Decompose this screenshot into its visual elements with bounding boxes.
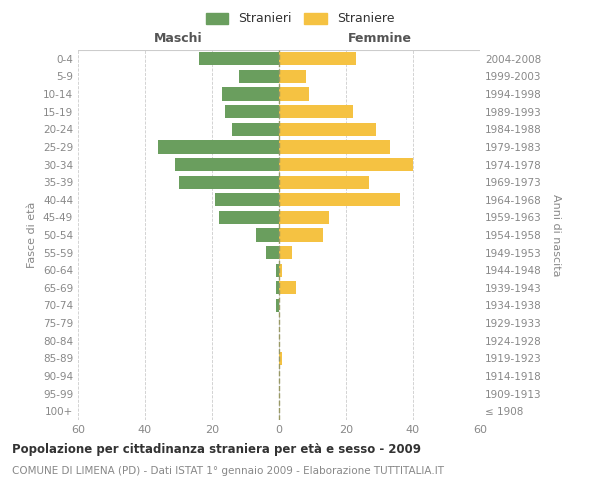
Bar (218, 211, 279, 224)
Bar (279, 105, 353, 118)
Bar (215, 193, 279, 206)
Bar (275, 264, 279, 277)
Bar (226, 105, 279, 118)
Bar (232, 122, 279, 136)
Bar (199, 52, 279, 66)
Bar (279, 70, 306, 83)
Text: Popolazione per cittadinanza straniera per età e sesso - 2009: Popolazione per cittadinanza straniera p… (12, 442, 421, 456)
Bar (279, 352, 283, 365)
Text: Femmine: Femmine (347, 32, 412, 44)
Bar (275, 281, 279, 294)
Bar (175, 158, 279, 171)
Bar (275, 299, 279, 312)
Bar (279, 140, 389, 153)
Text: COMUNE DI LIMENA (PD) - Dati ISTAT 1° gennaio 2009 - Elaborazione TUTTITALIA.IT: COMUNE DI LIMENA (PD) - Dati ISTAT 1° ge… (12, 466, 444, 476)
Bar (279, 246, 292, 259)
Y-axis label: Anni di nascita: Anni di nascita (551, 194, 561, 276)
Bar (279, 193, 400, 206)
Y-axis label: Fasce di età: Fasce di età (28, 202, 37, 268)
Bar (279, 176, 370, 188)
Bar (279, 211, 329, 224)
Bar (222, 88, 279, 101)
Bar (279, 228, 323, 241)
Bar (279, 88, 309, 101)
Bar (266, 246, 279, 259)
Bar (279, 264, 283, 277)
Bar (179, 176, 279, 188)
Bar (279, 281, 296, 294)
Bar (279, 122, 376, 136)
Bar (279, 52, 356, 66)
Bar (256, 228, 279, 241)
Bar (239, 70, 279, 83)
Bar (279, 158, 413, 171)
Bar (158, 140, 279, 153)
Legend: Stranieri, Straniere: Stranieri, Straniere (201, 8, 399, 30)
Text: Maschi: Maschi (154, 32, 203, 44)
